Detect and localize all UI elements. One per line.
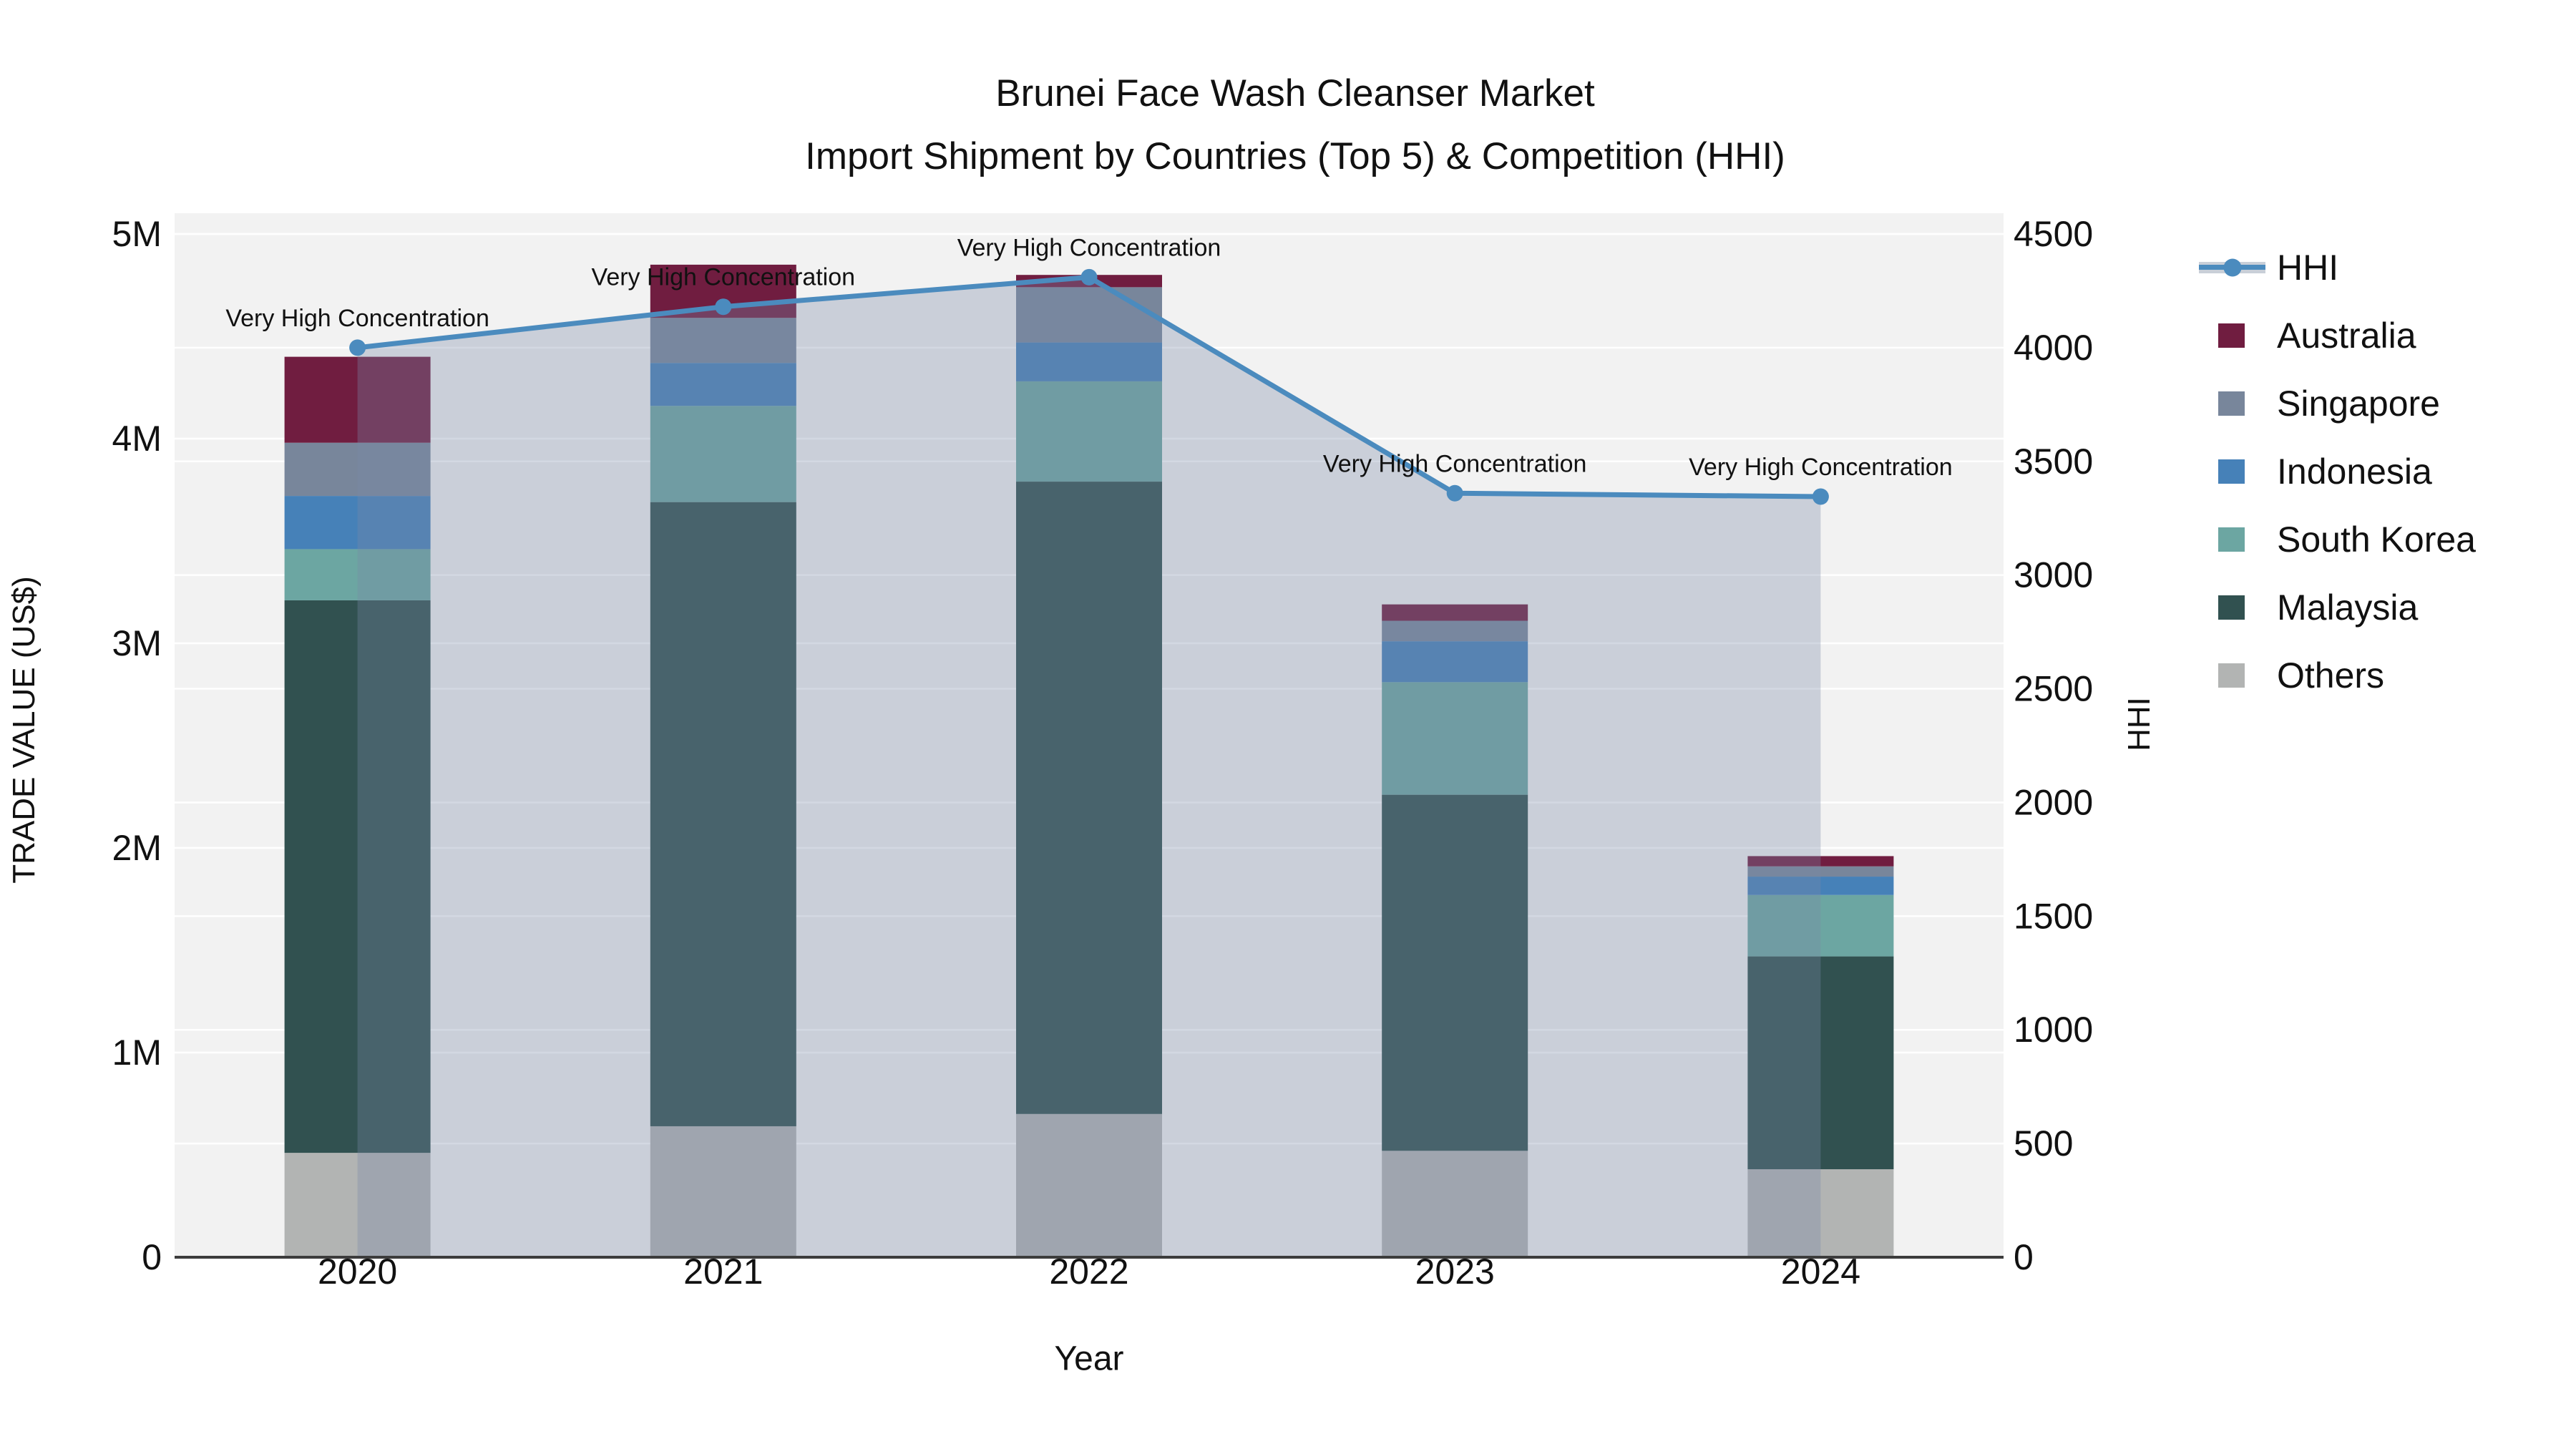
bar-segment-others-2024 — [1747, 1169, 1894, 1257]
hhi-marker-2020 — [349, 339, 366, 356]
legend-label: Others — [2277, 655, 2385, 696]
y2-tick-label-3000: 3000 — [2014, 555, 2093, 595]
bar-segment-indonesia-2024 — [1747, 877, 1894, 895]
hhi-area-fill — [357, 277, 1821, 1257]
y-tick-label-3M: 3M — [112, 623, 162, 663]
legend-swatch-others — [2199, 660, 2265, 691]
x-tick-label-2020: 2020 — [318, 1252, 397, 1292]
bar-segment-singapore-2020 — [284, 442, 431, 497]
annotation-2024: Very High Concentration — [1689, 454, 1953, 481]
y2-tick-label-2000: 2000 — [2014, 782, 2093, 822]
legend-label: HHI — [2277, 247, 2339, 288]
bar-segment-singapore-2024 — [1747, 866, 1894, 877]
y-tick-label-4M: 4M — [112, 419, 162, 459]
legend-label: Australia — [2277, 315, 2416, 356]
swatch-icon — [2218, 663, 2245, 688]
annotation-2023: Very High Concentration — [1323, 450, 1587, 477]
legend-item-malaysia[interactable]: Malaysia — [2199, 573, 2571, 641]
bar-segment-others-2020 — [284, 1153, 431, 1257]
legend-item-south-korea[interactable]: South Korea — [2199, 505, 2571, 573]
y2-tick-label-4000: 4000 — [2014, 328, 2093, 368]
legend-swatch-australia — [2199, 320, 2265, 351]
bar-segment-singapore-2022 — [1016, 287, 1162, 343]
bar-segment-south-korea-2021 — [650, 406, 796, 502]
x-tick-label-2022: 2022 — [1049, 1252, 1128, 1292]
bar-segment-indonesia-2022 — [1016, 342, 1162, 381]
hhi-marker-2024 — [1812, 488, 1829, 505]
bar-segment-malaysia-2023 — [1382, 794, 1528, 1151]
bar-segment-malaysia-2024 — [1747, 956, 1894, 1170]
bar-segment-malaysia-2020 — [284, 600, 431, 1153]
annotation-2021: Very High Concentration — [592, 264, 856, 291]
legend-item-others[interactable]: Others — [2199, 641, 2571, 709]
bar-segment-singapore-2021 — [650, 318, 796, 364]
legend-item-singapore[interactable]: Singapore — [2199, 369, 2571, 437]
y2-tick-label-2500: 2500 — [2014, 669, 2093, 709]
y-tick-label-0: 0 — [142, 1237, 162, 1277]
hhi-line-sample — [2199, 252, 2265, 283]
bar-segment-others-2021 — [650, 1126, 796, 1257]
y-tick-label-2M: 2M — [112, 828, 162, 868]
annotation-2022: Very High Concentration — [957, 234, 1221, 261]
swatch-icon — [2218, 459, 2245, 484]
bar-segment-malaysia-2022 — [1016, 482, 1162, 1114]
bar-segment-indonesia-2021 — [650, 363, 796, 406]
y2-tick-label-500: 500 — [2014, 1123, 2073, 1163]
bar-segment-south-korea-2020 — [284, 549, 431, 600]
x-tick-label-2021: 2021 — [683, 1252, 763, 1292]
swatch-icon — [2218, 391, 2245, 416]
chart-title: Brunei Face Wash Cleanser Market — [995, 72, 1595, 114]
legend-label: Malaysia — [2277, 587, 2419, 628]
swatch-icon — [2218, 323, 2245, 348]
legend-swatch-indonesia — [2199, 456, 2265, 487]
y2-axis-title: HHI — [2122, 697, 2157, 751]
bar-segment-others-2022 — [1016, 1113, 1162, 1257]
legend-label: Singapore — [2277, 383, 2440, 424]
legend-item-indonesia[interactable]: Indonesia — [2199, 437, 2571, 505]
x-tick-label-2024: 2024 — [1781, 1252, 1860, 1292]
bar-segment-australia-2020 — [284, 356, 431, 443]
bar-segment-malaysia-2021 — [650, 502, 796, 1126]
annotation-2020: Very High Concentration — [225, 305, 489, 332]
swatch-icon — [2218, 527, 2245, 552]
legend-swatch-south-korea — [2199, 524, 2265, 555]
x-tick-label-2023: 2023 — [1415, 1252, 1495, 1292]
legend-label: Indonesia — [2277, 451, 2432, 492]
legend-label: South Korea — [2277, 519, 2476, 560]
swatch-icon — [2218, 595, 2245, 620]
y2-tick-label-1000: 1000 — [2014, 1010, 2093, 1050]
legend: HHI Australia Singapore Indonesia South Kore… — [2199, 233, 2571, 709]
y2-tick-label-4500: 4500 — [2014, 214, 2093, 254]
bar-segment-others-2023 — [1382, 1151, 1528, 1257]
legend-swatch-singapore — [2199, 388, 2265, 419]
hhi-marker-2021 — [715, 298, 732, 316]
legend-swatch-malaysia — [2199, 592, 2265, 623]
legend-item-hhi[interactable]: HHI — [2199, 233, 2571, 301]
hhi-marker-2022 — [1080, 268, 1098, 286]
hhi-marker-2023 — [1446, 484, 1463, 502]
bar-segment-singapore-2023 — [1382, 620, 1528, 642]
bar-segment-indonesia-2023 — [1382, 641, 1528, 683]
bar-segment-south-korea-2022 — [1016, 381, 1162, 482]
y2-tick-label-1500: 1500 — [2014, 896, 2093, 936]
bar-segment-indonesia-2020 — [284, 496, 431, 550]
y-tick-label-1M: 1M — [112, 1033, 162, 1073]
legend-item-australia[interactable]: Australia — [2199, 301, 2571, 369]
bar-segment-australia-2023 — [1382, 604, 1528, 621]
bar-segment-south-korea-2023 — [1382, 682, 1528, 795]
y2-tick-label-0: 0 — [2014, 1237, 2034, 1277]
chart-subtitle: Import Shipment by Countries (Top 5) & C… — [805, 135, 1785, 177]
y2-tick-label-3500: 3500 — [2014, 441, 2093, 482]
y-axis-title: TRADE VALUE (US$) — [6, 576, 42, 884]
x-axis-title: Year — [1054, 1340, 1124, 1378]
hhi-marker-glyph — [2223, 258, 2241, 276]
bar-segment-australia-2024 — [1747, 856, 1894, 867]
bar-segment-south-korea-2024 — [1747, 894, 1894, 957]
y-tick-label-5M: 5M — [112, 214, 162, 254]
